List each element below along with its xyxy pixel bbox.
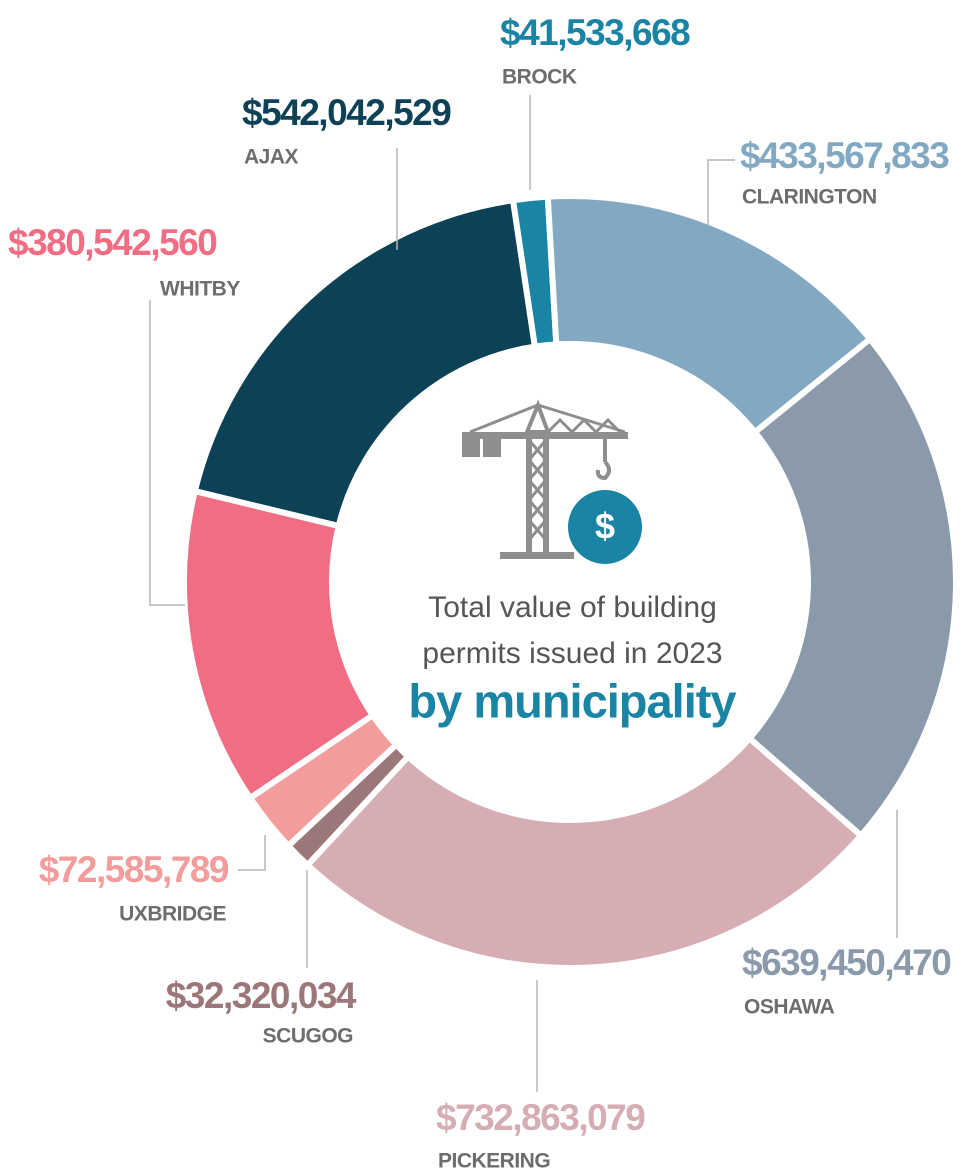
value-label: $32,320,034 xyxy=(166,975,357,1016)
value-label: $72,585,789 xyxy=(39,849,229,890)
value-label: $639,450,470 xyxy=(742,942,951,983)
leader-line xyxy=(238,835,266,871)
chart-title: Total value of building permits issued i… xyxy=(422,591,723,670)
donut xyxy=(181,193,959,971)
category-label: BROCK xyxy=(502,66,577,89)
category-label: UXBRIDGE xyxy=(119,903,226,926)
value-label: $41,533,668 xyxy=(500,12,690,53)
donut-segment xyxy=(544,193,875,437)
category-label: OSHAWA xyxy=(744,996,835,1019)
donut-segment xyxy=(745,334,959,840)
value-label: $732,863,079 xyxy=(436,1097,645,1138)
category-label: WHITBY xyxy=(160,278,240,301)
category-label: SCUGOG xyxy=(263,1025,354,1048)
value-label: $380,542,560 xyxy=(8,222,217,263)
chart-subtitle: by municipality xyxy=(408,674,736,727)
donut-segment xyxy=(191,196,539,530)
value-label: $542,042,529 xyxy=(242,92,451,133)
donut-segment xyxy=(303,734,866,971)
leader-line xyxy=(149,300,185,606)
leader-line xyxy=(707,159,735,225)
icon-dollar: $ xyxy=(595,506,615,547)
value-label: $433,567,833 xyxy=(740,135,949,176)
category-label: PICKERING xyxy=(438,1150,550,1173)
category-label: CLARINGTON xyxy=(742,186,877,209)
crane-icon: $ xyxy=(462,399,642,564)
category-label: AJAX xyxy=(244,146,299,169)
labels: $41,533,668 BROCK $433,567,833 CLARINGTON $6… xyxy=(8,12,953,1173)
